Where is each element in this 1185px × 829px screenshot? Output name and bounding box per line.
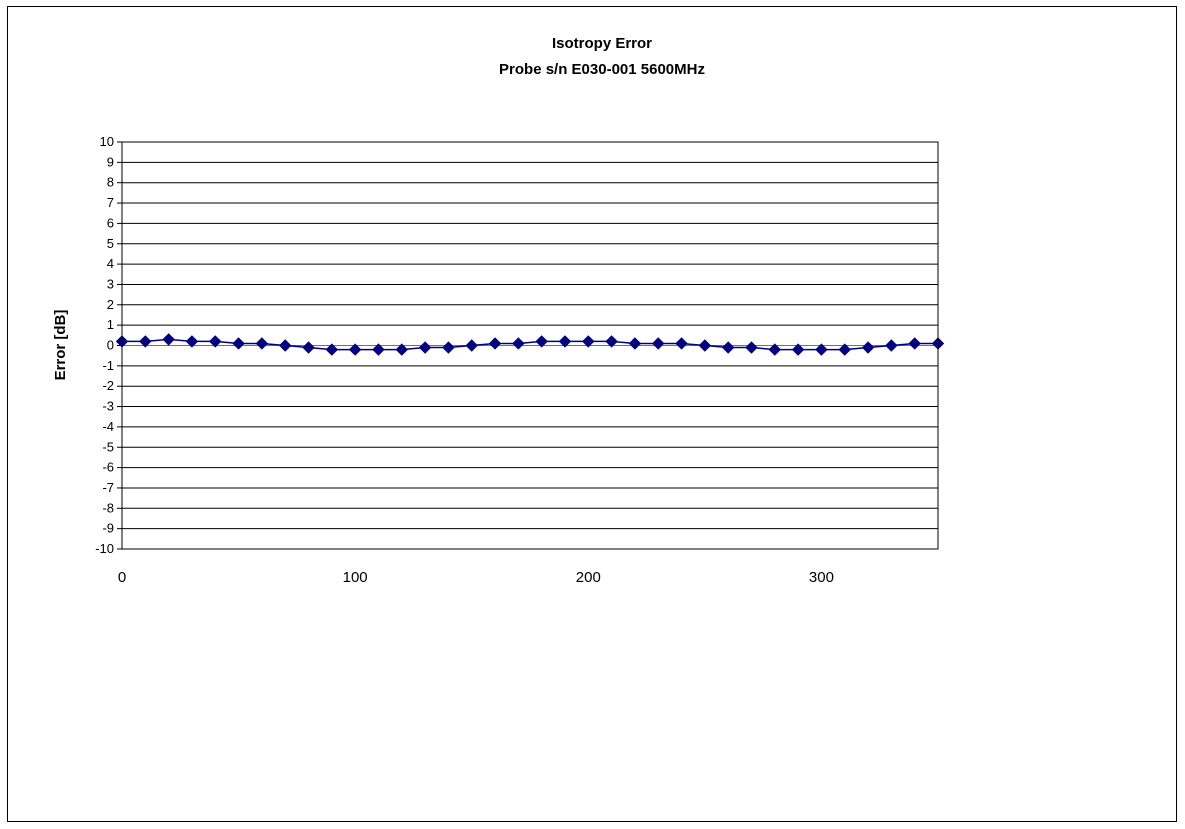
y-tick-label: 2 <box>107 297 114 312</box>
chart-subtitle: Probe s/n E030-001 5600MHz <box>499 61 705 78</box>
data-point-marker <box>185 335 199 348</box>
data-point-marker <box>675 337 688 350</box>
y-tick-label: 10 <box>100 134 114 149</box>
data-point-marker <box>885 339 898 352</box>
data-point-marker <box>861 341 875 354</box>
data-point-marker <box>721 341 735 354</box>
data-point-marker <box>535 335 548 348</box>
x-tick-labels: 0 100 200 300 <box>118 569 834 586</box>
y-tick-label: -1 <box>102 358 114 373</box>
y-tick-label: 3 <box>107 276 114 291</box>
data-point-marker <box>418 341 432 354</box>
y-tick-label: -7 <box>102 480 114 495</box>
y-tick-label: 7 <box>107 195 114 210</box>
y-tick-label: -10 <box>95 541 114 556</box>
data-point-marker <box>232 337 245 350</box>
y-tick-label: 1 <box>107 317 114 332</box>
data-point-marker <box>838 343 851 356</box>
plot-area-border <box>121 141 939 550</box>
data-point-marker <box>372 343 385 356</box>
y-tick-label: -8 <box>102 500 114 515</box>
data-point-marker <box>465 339 478 352</box>
y-tick-label: 5 <box>107 236 114 251</box>
data-point-marker <box>908 337 921 350</box>
data-point-marker <box>558 335 572 348</box>
data-point-marker <box>139 335 152 348</box>
y-tick-label: 0 <box>107 338 114 353</box>
y-tick-label: 9 <box>107 154 114 169</box>
data-point-marker <box>605 335 618 348</box>
data-point-marker <box>652 337 665 350</box>
y-tick-label: -6 <box>102 460 114 475</box>
data-point-marker <box>512 337 525 350</box>
y-tick-label: 6 <box>107 215 114 230</box>
data-point-marker <box>255 337 269 350</box>
y-tick-label: -2 <box>102 378 114 393</box>
data-point-marker <box>325 343 339 356</box>
y-tick-label: 4 <box>107 256 114 271</box>
data-point-marker <box>395 343 408 356</box>
data-point-marker <box>698 339 712 352</box>
x-tick-label: 200 <box>576 569 601 586</box>
series-markers <box>115 333 945 356</box>
data-point-marker <box>815 343 828 356</box>
data-point-marker <box>791 343 805 356</box>
data-point-marker <box>278 339 292 352</box>
data-point-marker <box>302 341 315 354</box>
data-point-marker <box>162 333 175 346</box>
grid-lines <box>117 141 938 550</box>
y-tick-label: -9 <box>102 521 114 536</box>
data-point-marker <box>628 337 642 350</box>
data-point-marker <box>488 337 502 350</box>
y-axis-label: Error [dB] <box>52 310 69 381</box>
data-point-marker <box>768 343 782 356</box>
data-point-marker <box>442 341 455 354</box>
series-line <box>122 338 938 351</box>
data-point-marker <box>209 335 222 348</box>
y-tick-label: 8 <box>107 175 114 190</box>
x-tick-label: 0 <box>118 569 126 586</box>
chart-title: Isotropy Error <box>552 35 652 52</box>
data-point-marker <box>745 341 758 354</box>
data-point-marker <box>348 343 362 356</box>
data-point-marker <box>582 335 595 348</box>
y-tick-label: -5 <box>102 439 114 454</box>
y-tick-label: -3 <box>102 399 114 414</box>
x-tick-label: 300 <box>809 569 834 586</box>
y-tick-label: -4 <box>102 419 114 434</box>
series-polyline <box>122 338 938 351</box>
x-tick-label: 100 <box>343 569 368 586</box>
